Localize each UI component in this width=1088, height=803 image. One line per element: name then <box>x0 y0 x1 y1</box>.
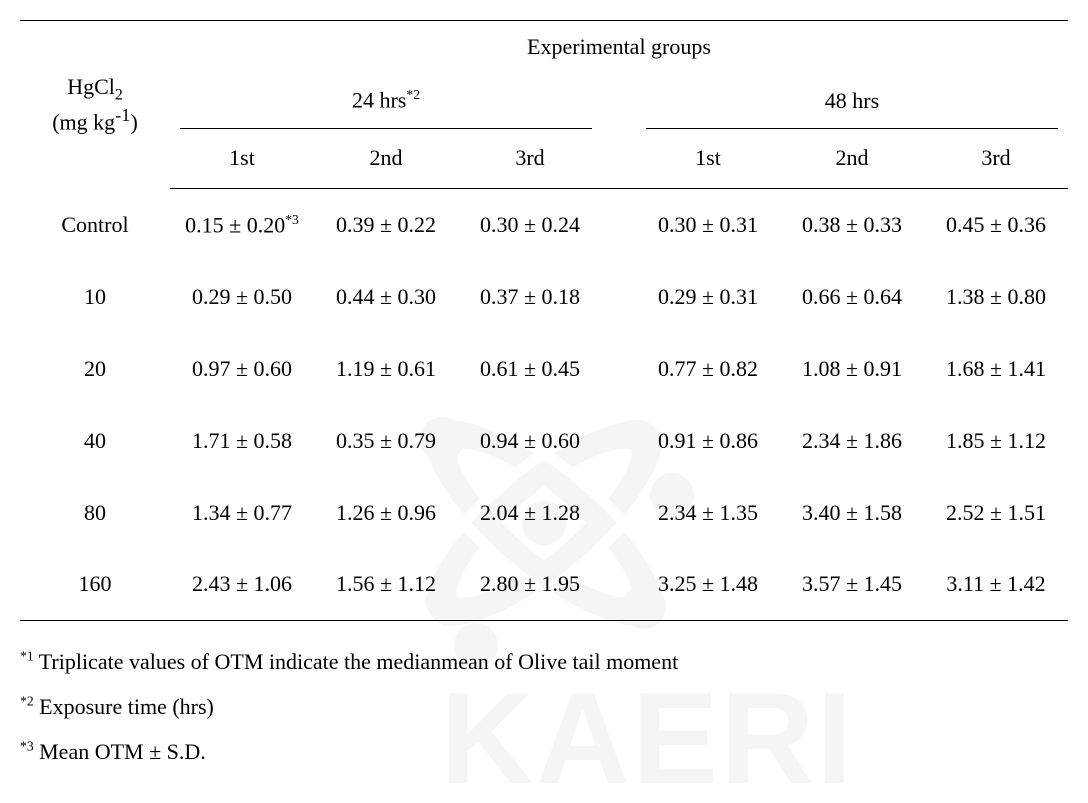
row-label: Control <box>20 189 170 261</box>
cell-48-2: 0.38 ± 0.33 <box>780 189 924 261</box>
subhead-48-2: 2nd <box>780 129 924 189</box>
subhead-24-3: 3rd <box>458 129 602 189</box>
cell-24-1: 0.29 ± 0.50 <box>170 261 314 333</box>
group-title: Experimental groups <box>170 21 1068 73</box>
cell-24-2: 1.56 ± 1.12 <box>314 549 458 621</box>
cell-48-2: 3.40 ± 1.58 <box>780 477 924 549</box>
footnote-3: *3 Mean OTM ± S.D. <box>20 729 1068 774</box>
cell-24-1: 0.97 ± 0.60 <box>170 333 314 405</box>
cell-24-3: 0.61 ± 0.45 <box>458 333 602 405</box>
cell-48-2: 0.66 ± 0.64 <box>780 261 924 333</box>
header-48hrs: 48 hrs <box>636 73 1068 129</box>
cell-48-2: 2.34 ± 1.86 <box>780 405 924 477</box>
cell-48-1: 3.25 ± 1.48 <box>636 549 780 621</box>
subhead-24-1: 1st <box>170 129 314 189</box>
subhead-48-3: 3rd <box>924 129 1068 189</box>
cell-48-3: 0.45 ± 0.36 <box>924 189 1068 261</box>
row-label: 10 <box>20 261 170 333</box>
cell-48-1: 2.34 ± 1.35 <box>636 477 780 549</box>
footnote-2: *2 Exposure time (hrs) <box>20 684 1068 729</box>
cell-24-3: 2.04 ± 1.28 <box>458 477 602 549</box>
cell-48-2: 3.57 ± 1.45 <box>780 549 924 621</box>
cell-24-2: 0.39 ± 0.22 <box>314 189 458 261</box>
cell-48-3: 2.52 ± 1.51 <box>924 477 1068 549</box>
header-24hrs: 24 hrs*2 <box>170 73 602 129</box>
subhead-48-1: 1st <box>636 129 780 189</box>
cell-48-1: 0.91 ± 0.86 <box>636 405 780 477</box>
cell-24-2: 0.35 ± 0.79 <box>314 405 458 477</box>
row-label: 160 <box>20 549 170 621</box>
cell-24-2: 1.26 ± 0.96 <box>314 477 458 549</box>
cell-48-1: 0.77 ± 0.82 <box>636 333 780 405</box>
cell-24-1: 1.71 ± 0.58 <box>170 405 314 477</box>
cell-24-3: 0.94 ± 0.60 <box>458 405 602 477</box>
cell-48-1: 0.29 ± 0.31 <box>636 261 780 333</box>
cell-24-3: 2.80 ± 1.95 <box>458 549 602 621</box>
subhead-24-2: 2nd <box>314 129 458 189</box>
row-label: 40 <box>20 405 170 477</box>
cell-24-1: 2.43 ± 1.06 <box>170 549 314 621</box>
cell-24-3: 0.37 ± 0.18 <box>458 261 602 333</box>
cell-24-3: 0.30 ± 0.24 <box>458 189 602 261</box>
cell-48-3: 1.85 ± 1.12 <box>924 405 1068 477</box>
cell-48-3: 1.68 ± 1.41 <box>924 333 1068 405</box>
footnote-1: *1 Triplicate values of OTM indicate the… <box>20 639 1068 684</box>
cell-48-3: 1.38 ± 0.80 <box>924 261 1068 333</box>
cell-24-1: 0.15 ± 0.20*3 <box>170 189 314 261</box>
cell-48-2: 1.08 ± 0.91 <box>780 333 924 405</box>
row-label-header: HgCl2(mg kg-1) <box>20 21 170 189</box>
cell-24-2: 1.19 ± 0.61 <box>314 333 458 405</box>
cell-24-2: 0.44 ± 0.30 <box>314 261 458 333</box>
cell-48-1: 0.30 ± 0.31 <box>636 189 780 261</box>
footnotes: *1 Triplicate values of OTM indicate the… <box>0 621 1088 774</box>
row-label: 80 <box>20 477 170 549</box>
cell-48-3: 3.11 ± 1.42 <box>924 549 1068 621</box>
cell-24-1: 1.34 ± 0.77 <box>170 477 314 549</box>
data-table: HgCl2(mg kg-1) Experimental groups 24 hr… <box>20 20 1068 621</box>
row-label: 20 <box>20 333 170 405</box>
